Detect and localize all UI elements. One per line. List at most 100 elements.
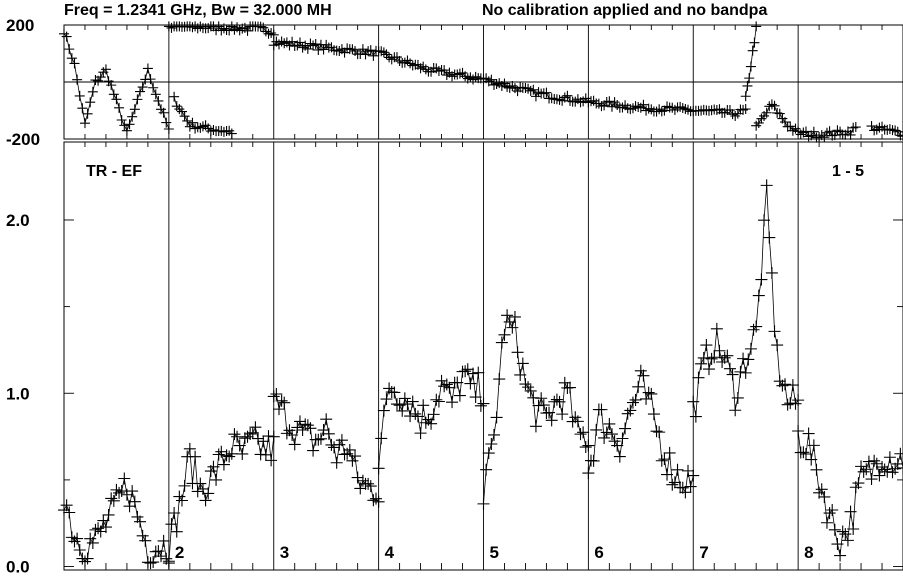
amplitude-point-3 bbox=[362, 477, 375, 490]
upper-phase-point bbox=[116, 114, 127, 125]
amplitude-point-2 bbox=[189, 450, 202, 463]
amplitude-point-8 bbox=[815, 483, 828, 496]
amplitude-point-1 bbox=[155, 550, 168, 563]
upper-phase-point bbox=[163, 124, 174, 135]
upper-phase-point bbox=[643, 103, 654, 114]
upper-phase-point bbox=[208, 124, 219, 135]
upper-phase-point bbox=[478, 74, 489, 85]
upper-phase-point bbox=[753, 117, 764, 128]
amplitude-point-4 bbox=[432, 395, 445, 408]
upper-phase-point bbox=[190, 123, 201, 134]
amplitude-point-3 bbox=[314, 432, 327, 445]
upper-phase-point bbox=[874, 122, 885, 133]
upper-phase-point bbox=[431, 63, 442, 74]
amplitude-point-2 bbox=[194, 477, 207, 490]
amplitude-point-5 bbox=[571, 415, 584, 428]
amplitude-point-3 bbox=[372, 495, 385, 508]
upper-phase-point bbox=[310, 39, 321, 50]
amplitude-point-6 bbox=[619, 422, 632, 435]
upper-phase-point bbox=[562, 90, 573, 101]
amplitude-point-3 bbox=[356, 474, 369, 487]
amplitude-point-1 bbox=[58, 504, 70, 517]
upper-phase-point bbox=[399, 57, 410, 68]
amplitude-point-5 bbox=[574, 428, 587, 441]
amplitude-point-5 bbox=[487, 428, 500, 441]
amplitude-point-3 bbox=[364, 480, 377, 493]
upper-phase-point bbox=[669, 104, 680, 115]
amplitude-point-2 bbox=[233, 439, 246, 452]
lower-panel-marks bbox=[58, 179, 903, 570]
amplitude-point-8 bbox=[876, 460, 889, 473]
amplitude-point-2 bbox=[223, 450, 236, 463]
amplitude-point-4 bbox=[477, 397, 490, 410]
upper-phase-point bbox=[749, 37, 760, 48]
upper-phase-point bbox=[580, 93, 591, 104]
amplitude-point-6 bbox=[684, 480, 697, 493]
amplitude-point-5 bbox=[543, 406, 556, 419]
upper-phase-point bbox=[787, 125, 798, 136]
amplitude-point-8 bbox=[852, 477, 865, 490]
amplitude-point-3 bbox=[301, 419, 314, 432]
amplitude-point-1 bbox=[107, 494, 120, 507]
upper-phase-point bbox=[596, 101, 607, 112]
amplitude-point-5 bbox=[493, 373, 506, 386]
upper-phase-point bbox=[74, 90, 85, 101]
amplitude-point-4 bbox=[375, 432, 388, 445]
amplitude-point-4 bbox=[453, 389, 466, 402]
upper-phase-point bbox=[166, 22, 177, 33]
upper-phase-point bbox=[391, 52, 402, 63]
amplitude-point-7 bbox=[692, 371, 705, 384]
amplitude-point-7 bbox=[737, 352, 750, 365]
upper-phase-point bbox=[69, 58, 80, 69]
amplitude-point-3 bbox=[346, 454, 359, 467]
upper-phase-point bbox=[850, 122, 861, 133]
amplitude-point-7 bbox=[784, 397, 797, 410]
amplitude-point-7 bbox=[760, 179, 773, 192]
upper-phase-point bbox=[405, 58, 416, 69]
amplitude-point-2 bbox=[244, 427, 257, 440]
upper-phase-point bbox=[795, 129, 806, 140]
amplitude-point-6 bbox=[616, 432, 629, 445]
upper-phase-point bbox=[866, 121, 877, 132]
upper-phase-point bbox=[420, 64, 431, 75]
channel-label: 7 bbox=[699, 543, 708, 562]
amplitude-point-8 bbox=[828, 523, 841, 536]
amplitude-point-5 bbox=[529, 420, 542, 433]
amplitude-point-8 bbox=[870, 457, 883, 470]
amplitude-point-8 bbox=[889, 462, 902, 475]
amplitude-point-8 bbox=[823, 507, 836, 520]
amplitude-point-4 bbox=[380, 393, 393, 406]
amplitude-point-2 bbox=[199, 494, 212, 507]
amplitude-point-8 bbox=[868, 454, 881, 467]
upper-phase-point bbox=[654, 104, 665, 115]
amplitude-point-5 bbox=[582, 439, 595, 452]
amplitude-point-8 bbox=[873, 469, 886, 482]
amplitude-point-6 bbox=[655, 454, 668, 467]
upper-phase-point bbox=[203, 23, 214, 34]
channel-label: 8 bbox=[804, 543, 813, 562]
upper-phase-point bbox=[772, 107, 783, 118]
amplitude-point-2 bbox=[175, 494, 188, 507]
upper-phase-point bbox=[869, 125, 880, 136]
upper-phase-point bbox=[559, 92, 570, 103]
amplitude-point-3 bbox=[320, 413, 333, 426]
amplitude-point-1 bbox=[86, 536, 99, 549]
upper-phase-point bbox=[769, 100, 780, 111]
amplitude-point-6 bbox=[687, 469, 700, 482]
amplitude-point-7 bbox=[687, 395, 700, 408]
amplitude-point-4 bbox=[414, 427, 427, 440]
amplitude-point-2 bbox=[178, 479, 191, 492]
upper-phase-point bbox=[378, 47, 389, 58]
upper-phase-point bbox=[106, 80, 117, 91]
amplitude-point-2 bbox=[252, 432, 265, 445]
amplitude-point-1 bbox=[110, 483, 123, 496]
upper-phase-point bbox=[79, 118, 90, 129]
amplitude-point-2 bbox=[249, 421, 262, 434]
upper-phase-point bbox=[641, 105, 652, 116]
upper-phase-point bbox=[546, 93, 557, 104]
upper-phase-point bbox=[103, 76, 114, 87]
upper-phase-point bbox=[659, 105, 670, 116]
amplitude-point-2 bbox=[207, 460, 220, 473]
amplitude-point-2 bbox=[162, 557, 175, 570]
amplitude-point-5 bbox=[519, 378, 532, 391]
